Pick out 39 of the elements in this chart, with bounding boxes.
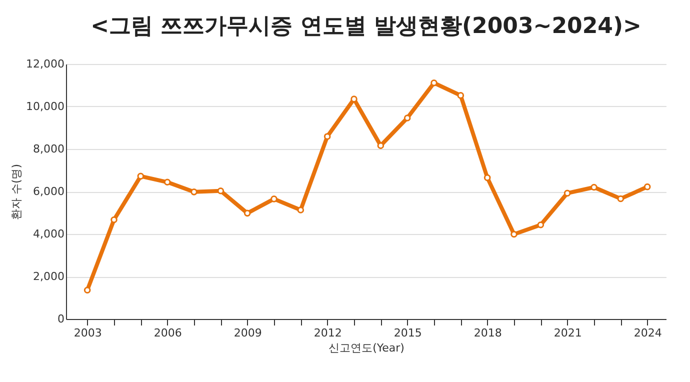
point <box>510 230 518 238</box>
point <box>590 184 598 191</box>
point <box>270 196 278 202</box>
point <box>430 80 438 86</box>
x-tick-label: 2012 <box>314 326 342 340</box>
x-tick-label: 2021 <box>554 326 582 340</box>
x-tick-label: 2003 <box>74 326 102 340</box>
x-axis-title: 신고연도(Year) <box>328 342 404 354</box>
y-tick-label: 12,000 <box>26 58 64 70</box>
point <box>164 178 171 186</box>
point <box>244 210 251 217</box>
chart-title: <그림 쯔쯔가무시증 연도별 발생현황(2003~2024)> <box>90 14 642 39</box>
point <box>217 187 224 194</box>
y-tick-label: 4,000 <box>33 228 64 240</box>
y-tick-label: 6,000 <box>33 185 64 198</box>
point <box>617 195 624 202</box>
y-tick-label: 10,000 <box>26 100 64 113</box>
point <box>404 114 411 122</box>
x-tick-label: 2009 <box>234 326 262 340</box>
point <box>564 190 571 197</box>
y-tick-label: 2,000 <box>33 270 64 283</box>
x-tick-label: 2018 <box>474 326 502 340</box>
x-tick-label: 2015 <box>394 326 422 340</box>
point <box>137 172 144 180</box>
point <box>84 286 91 294</box>
point <box>644 183 651 190</box>
x-tick-label: 2006 <box>154 326 182 340</box>
y-tick-label: 8,000 <box>33 142 64 156</box>
point <box>297 206 304 214</box>
point <box>537 221 544 228</box>
y-axis-title: 환자 수(명) <box>10 164 24 220</box>
point <box>190 188 198 196</box>
point <box>484 174 491 182</box>
x-tick-label: 2024 <box>634 326 662 340</box>
point <box>377 142 384 149</box>
point <box>457 92 464 99</box>
y-tick-label: 0 <box>58 312 64 326</box>
point <box>324 133 331 140</box>
point <box>110 216 118 224</box>
